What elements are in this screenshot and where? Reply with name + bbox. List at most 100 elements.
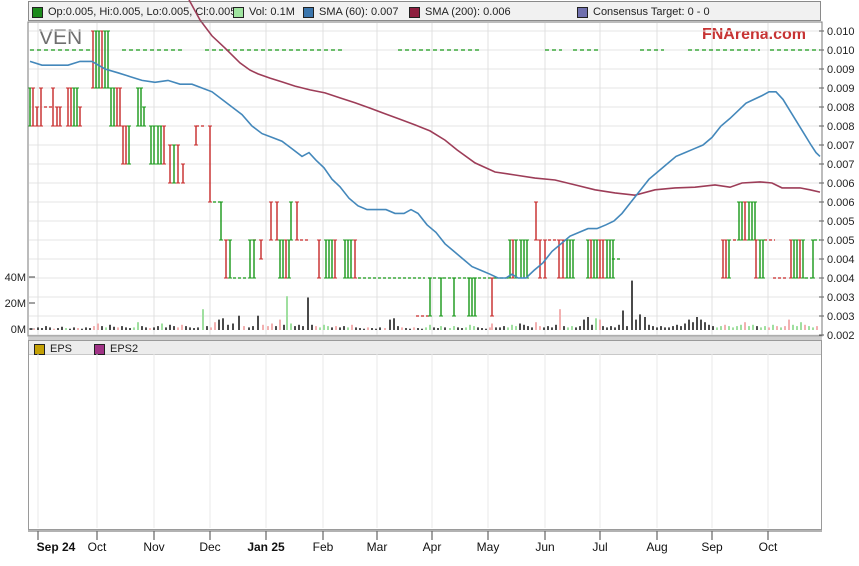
volume-bar — [433, 327, 435, 330]
volume-bar — [559, 309, 561, 330]
volume-bar — [161, 323, 163, 330]
volume-bar — [784, 326, 786, 330]
volume-bar — [808, 326, 810, 330]
volume-bar — [121, 326, 123, 330]
volume-bar — [421, 328, 423, 330]
volume-bar — [315, 326, 317, 330]
volume-bar — [137, 322, 139, 330]
volume-bar — [401, 327, 403, 330]
volume-bar — [375, 328, 377, 330]
volume-bar — [145, 327, 147, 330]
volume-bar — [97, 323, 99, 330]
volume-bar — [720, 326, 722, 330]
volume-bar — [271, 323, 273, 330]
volume-bar — [543, 327, 545, 330]
volume-bar — [185, 326, 187, 330]
volume-bar — [780, 327, 782, 330]
volume-bar — [700, 319, 702, 330]
volume-bar — [440, 326, 442, 330]
volume-bar — [262, 324, 264, 330]
volume-bar — [298, 324, 300, 330]
price-axis-label: 0.006 — [827, 197, 855, 209]
volume-bar — [331, 327, 333, 330]
legend-label: Consensus Target: 0 - 0 — [593, 6, 710, 18]
volume-bar — [606, 327, 608, 330]
volume-bar — [33, 328, 35, 330]
volume-bar — [732, 327, 734, 330]
volume-bar — [716, 327, 718, 330]
volume-bar — [535, 322, 537, 330]
volume-bar — [290, 323, 292, 330]
volume-bar — [567, 327, 569, 330]
volume-bar — [676, 324, 678, 330]
volume-bar — [335, 326, 337, 330]
volume-bar — [30, 328, 32, 330]
volume-bar — [283, 324, 285, 330]
volume-bar — [648, 324, 650, 330]
volume-bar — [429, 324, 431, 330]
volume-bar — [792, 324, 794, 330]
price-panel-border — [27, 21, 823, 337]
volume-bar — [481, 328, 483, 330]
volume-bar — [227, 324, 229, 330]
volume-bar — [523, 324, 525, 330]
volume-bar — [672, 326, 674, 330]
volume-bar — [639, 314, 641, 330]
volume-bar — [49, 327, 51, 330]
volume-bar — [635, 319, 637, 330]
volume-bar — [45, 326, 47, 330]
volume-bar — [465, 327, 467, 330]
volume-bar — [417, 328, 419, 330]
volume-bar — [800, 322, 802, 330]
volume-bar — [105, 327, 107, 330]
volume-swatch-icon — [233, 6, 244, 18]
month-label: Jun — [535, 540, 554, 554]
volume-bar — [214, 322, 216, 330]
volume-bar — [279, 319, 281, 330]
legend-label: SMA (60): 0.007 — [319, 6, 399, 18]
volume-bar — [461, 328, 463, 330]
legend-label: EPS — [50, 343, 73, 355]
volume-bar — [129, 328, 131, 330]
volume-bar — [680, 326, 682, 330]
volume-bar — [206, 326, 208, 330]
price-axis-label: 0.004 — [827, 273, 855, 285]
volume-bar — [327, 326, 329, 330]
volume-bar — [816, 326, 818, 330]
volume-bar — [89, 328, 91, 330]
price-axis-label: 0.006 — [827, 178, 855, 190]
legend-label: SMA (200): 0.006 — [425, 6, 511, 18]
price-axis-label: 0.003 — [827, 292, 855, 304]
volume-bar — [618, 324, 620, 330]
month-label: Oct — [759, 540, 778, 554]
volume-bar — [311, 324, 313, 330]
volume-bar — [591, 324, 593, 330]
volume-bar — [485, 328, 487, 330]
volume-bar — [133, 327, 135, 330]
volume-bar — [173, 326, 175, 330]
volume-bar — [248, 327, 250, 330]
volume-bar — [664, 327, 666, 330]
volume-bar — [704, 322, 706, 330]
price-axis-label: 0.003 — [827, 311, 855, 323]
volume-bar — [238, 315, 240, 330]
eps-legend: EPS EPS2 — [29, 341, 821, 355]
price-axis-label: 0.005 — [827, 216, 855, 228]
month-label: Dec — [199, 540, 220, 554]
volume-bar — [712, 326, 714, 330]
volume-bar — [81, 328, 83, 330]
symbol-title: VEN — [39, 26, 83, 49]
month-label: Aug — [646, 540, 667, 554]
volume-bar — [267, 326, 269, 330]
volume-bar — [389, 319, 391, 330]
volume-bar — [222, 318, 224, 330]
volume-bar — [339, 327, 341, 330]
volume-bar — [515, 326, 517, 330]
volume-bar — [527, 326, 529, 330]
volume-bar — [547, 326, 549, 330]
volume-bar — [622, 310, 624, 330]
volume-bar — [359, 328, 361, 330]
volume-bar — [393, 318, 395, 330]
volume-bar — [668, 327, 670, 330]
volume-bar — [323, 324, 325, 330]
